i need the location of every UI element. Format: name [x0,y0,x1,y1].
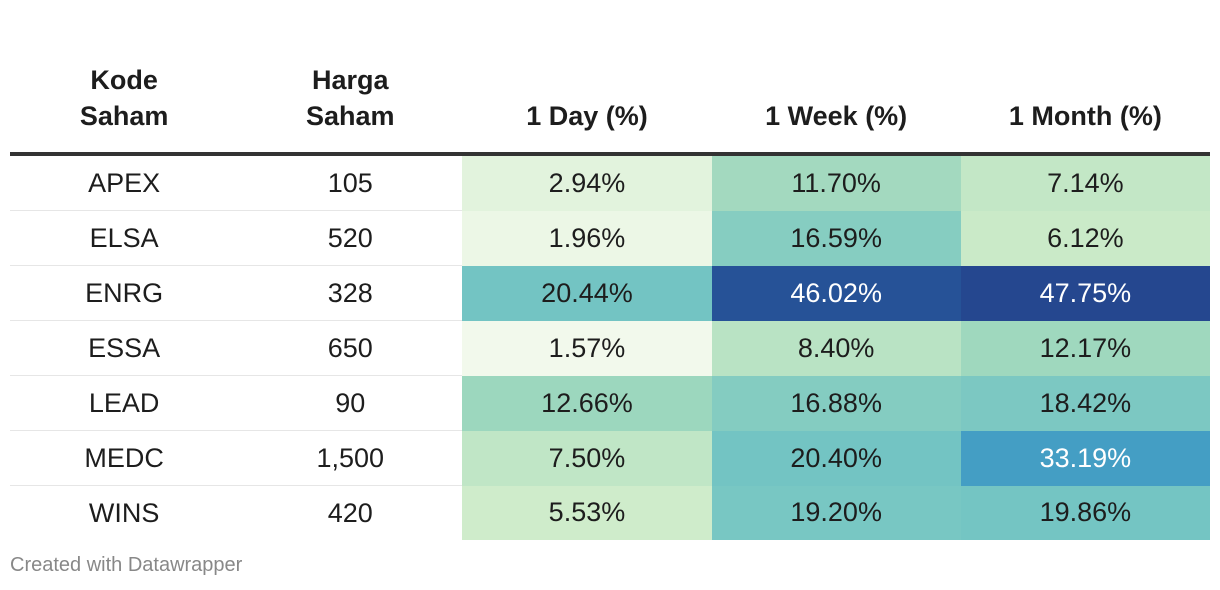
column-header-line: Saham [79,101,169,131]
heat-cell-w1: 46.02% [711,265,961,321]
table-row: LEAD 90 12.66% 16.88% 18.42% [10,375,1210,431]
column-header-line: 1 Day (%) [526,101,648,131]
heat-cell-d1: 5.53% [462,485,712,540]
heat-cell-m1: 33.19% [960,430,1210,486]
stock-price-cell: 650 [238,320,463,376]
heat-cell-m1: 7.14% [960,154,1210,211]
column-header-price: Harga Saham [238,40,463,156]
heat-cell-m1: 18.42% [960,375,1210,431]
heat-cell-m1: 6.12% [960,210,1210,266]
heat-cell-d1: 20.44% [462,265,712,321]
heat-cell-w1: 11.70% [711,154,961,211]
column-header-w1: 1 Week (%) [711,40,961,156]
heat-cell-m1: 19.86% [960,485,1210,540]
stock-code-cell: ENRG [10,265,239,321]
stock-price-cell: 105 [238,154,463,211]
column-header-line: 1 Week (%) [765,101,908,131]
column-header-m1: 1 Month (%) [960,40,1210,156]
heat-cell-m1: 12.17% [960,320,1210,376]
stock-code-cell: ESSA [10,320,239,376]
table-row: MEDC 1,500 7.50% 20.40% 33.19% [10,430,1210,486]
stock-code-cell: MEDC [10,430,239,486]
table-row: WINS 420 5.53% 19.20% 19.86% [10,485,1210,540]
column-header-line: 1 Month (%) [1008,101,1162,131]
stock-code-cell: WINS [88,497,160,528]
column-header-line: Harga [312,65,389,95]
header-row: Kode Saham Harga Saham 1 Day (%) 1 Week (%) 1 … [10,40,1210,156]
table-body: APEX 105 2.94% 11.70% 7.14% ELSA 520 1.96% 16.59… [10,154,1210,540]
table-header: Kode Saham Harga Saham 1 Day (%) 1 Week (%) 1 … [10,40,1210,156]
stock-performance-table: Kode Saham Harga Saham 1 Day (%) 1 Week (%) 1 … [10,40,1210,540]
heat-cell-d1: 1.57% [462,320,712,376]
heat-cell-m1: 47.75% [960,265,1210,321]
stock-price-cell: 328 [238,265,463,321]
column-header-code: Kode Saham [10,40,239,156]
table-row: ENRG 328 20.44% 46.02% 47.75% [10,265,1210,321]
column-header-line: Saham [306,101,395,131]
stock-code-cell: LEAD [10,375,239,431]
column-header-line: Kode [90,65,158,95]
stock-price-cell: 420 [327,497,373,528]
table-row: APEX 105 2.94% 11.70% 7.14% [10,154,1210,211]
heat-cell-w1: 20.40% [711,430,961,486]
heat-cell-w1: 16.59% [711,210,961,266]
stock-code-cell: ELSA [10,210,239,266]
heat-cell-d1: 7.50% [462,430,712,486]
stock-code-cell: APEX [10,154,239,211]
table-row: ESSA 650 1.57% 8.40% 12.17% [10,320,1210,376]
heat-cell-d1: 12.66% [462,375,712,431]
stock-price-cell: 1,500 [238,430,463,486]
credit-text: Created with Datawrapper [10,554,243,576]
heat-cell-w1: 8.40% [711,320,961,376]
table-row: ELSA 520 1.96% 16.59% 6.12% [10,210,1210,266]
heat-cell-w1: 16.88% [711,375,961,431]
heat-cell-d1: 1.96% [462,210,712,266]
heat-cell-d1: 2.94% [462,154,712,211]
column-header-d1: 1 Day (%) [462,40,712,156]
stock-price-cell: 90 [238,375,463,431]
stock-price-cell: 520 [238,210,463,266]
heat-cell-w1: 19.20% [711,485,961,540]
